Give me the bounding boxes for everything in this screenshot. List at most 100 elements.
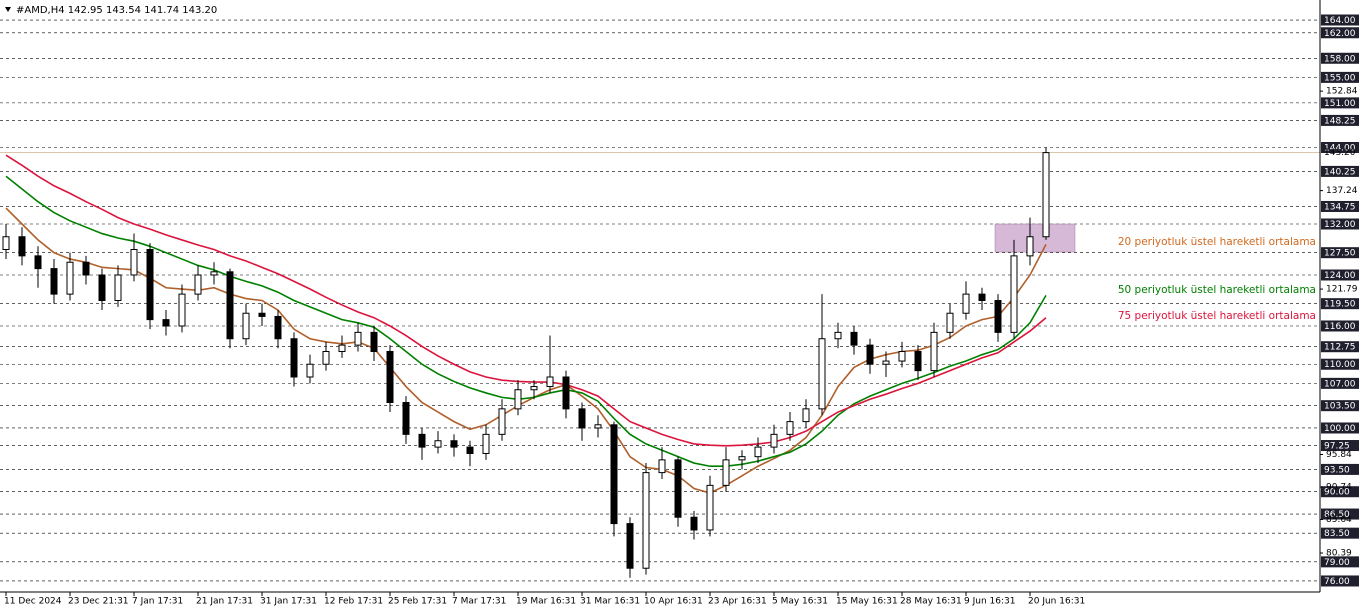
x-tick-label: 12 Feb 17:31 — [324, 597, 383, 607]
candle-body — [82, 261, 90, 276]
level-label: 132.00 — [1324, 220, 1356, 230]
x-tick-label: 21 Jan 17:31 — [196, 597, 253, 607]
x-tick-label: 20 Jun 16:31 — [1028, 597, 1085, 607]
candle-body — [1042, 152, 1050, 238]
candle-body — [818, 338, 826, 410]
level-label: 107.00 — [1324, 379, 1356, 389]
x-tick-label: 28 May 16:31 — [900, 597, 962, 607]
candle-body — [978, 293, 986, 301]
level-label-box — [1321, 71, 1359, 83]
level-label-box — [1321, 27, 1359, 39]
level-label-box — [1321, 269, 1359, 281]
x-tick-label: 25 Feb 17:31 — [388, 597, 447, 607]
ema-line — [5, 175, 1047, 468]
candle-body — [610, 424, 618, 525]
y-tick-label: 90.74 — [1326, 483, 1352, 493]
x-tick-label: 19 Mar 16:31 — [516, 597, 576, 607]
candle-body — [674, 459, 682, 518]
candle-body — [722, 459, 730, 486]
chart-title: #AMD,H4 142.95 143.54 141.74 143.20 — [16, 5, 217, 16]
x-tick-label: 7 Mar 17:31 — [452, 597, 506, 607]
y-tick-label: 95.84 — [1326, 450, 1352, 460]
level-label: 112.75 — [1324, 343, 1356, 353]
candle-body — [242, 312, 250, 340]
level-label-box — [1321, 463, 1359, 475]
candle-body — [834, 331, 842, 340]
level-label-box — [1321, 218, 1359, 230]
price-label: 143.20 — [1324, 148, 1356, 158]
candle-body — [866, 344, 874, 365]
candle-body — [898, 350, 906, 362]
x-tick-label: 23 Dec 21:31 — [68, 597, 129, 607]
candle-body — [434, 440, 442, 448]
level-label-box — [1321, 440, 1359, 452]
zone — [994, 223, 1076, 253]
level-label-box — [1321, 142, 1359, 154]
y-tick-label: 80.39 — [1326, 548, 1352, 558]
candle-body — [2, 236, 10, 250]
level-label: 127.50 — [1324, 249, 1356, 259]
candle-body — [354, 331, 362, 346]
level-label: 155.00 — [1324, 73, 1356, 83]
x-tick-label: 31 Mar 16:31 — [580, 597, 640, 607]
y-tick-label: 152.84 — [1326, 87, 1358, 97]
candle-body — [754, 446, 762, 458]
candle-body — [642, 472, 650, 569]
candle-body — [338, 344, 346, 352]
level-label-box — [1321, 97, 1359, 109]
candle-body — [130, 248, 138, 276]
level-label-box — [1321, 320, 1359, 332]
candle-body — [226, 271, 234, 340]
level-label: 119.50 — [1324, 300, 1356, 310]
candle-body — [770, 433, 778, 448]
y-tick-label: 85.64 — [1326, 515, 1352, 525]
candle-body — [402, 401, 410, 435]
x-tick-label: 10 Apr 16:31 — [644, 597, 703, 607]
level-label-box — [1321, 298, 1359, 310]
x-tick-label: 5 May 16:31 — [772, 597, 828, 607]
level-label: 79.00 — [1324, 558, 1350, 568]
candle-body — [114, 274, 122, 301]
level-label-box — [1321, 14, 1359, 26]
level-label: 124.00 — [1324, 271, 1356, 281]
level-label: 144.00 — [1324, 144, 1356, 154]
x-tick-label: 23 Apr 16:31 — [708, 597, 767, 607]
level-label-box — [1321, 508, 1359, 520]
x-tick-label: 15 May 16:31 — [836, 597, 898, 607]
y-tick-label: 121.79 — [1326, 285, 1358, 295]
candle-body — [1026, 236, 1034, 257]
level-label: 97.25 — [1324, 442, 1350, 452]
candle-body — [546, 376, 554, 388]
level-label-box — [1321, 200, 1359, 212]
candle-body — [626, 523, 634, 569]
level-label-box — [1321, 247, 1359, 259]
level-label-box — [1321, 422, 1359, 434]
candle-body — [418, 433, 426, 448]
ema-label: 75 periyotluk üstel hareketli ortalama — [1118, 310, 1316, 322]
candle-body — [850, 331, 858, 346]
candle-body — [98, 274, 106, 301]
menu-arrow[interactable] — [5, 7, 11, 12]
level-label: 140.25 — [1324, 167, 1356, 177]
level-label-box — [1321, 52, 1359, 64]
x-tick-label: 9 Jun 16:31 — [964, 597, 1015, 607]
candle-body — [914, 350, 922, 372]
candle-body — [738, 456, 746, 461]
candle-body — [322, 350, 330, 365]
candle-body — [146, 248, 154, 321]
ema-label: 20 periyotluk üstel hareketli ortalama — [1118, 236, 1316, 248]
level-label: 110.00 — [1324, 360, 1356, 370]
level-label: 116.00 — [1324, 322, 1356, 332]
level-label: 158.00 — [1324, 54, 1356, 64]
level-label-box — [1321, 358, 1359, 370]
level-label: 100.00 — [1324, 424, 1356, 434]
candle-body — [946, 312, 954, 333]
candle-body — [370, 331, 378, 352]
candle-body — [514, 389, 522, 410]
level-label: 162.00 — [1324, 29, 1356, 39]
candle-body — [50, 268, 58, 295]
candle-body — [306, 363, 314, 378]
level-label-box — [1321, 165, 1359, 177]
